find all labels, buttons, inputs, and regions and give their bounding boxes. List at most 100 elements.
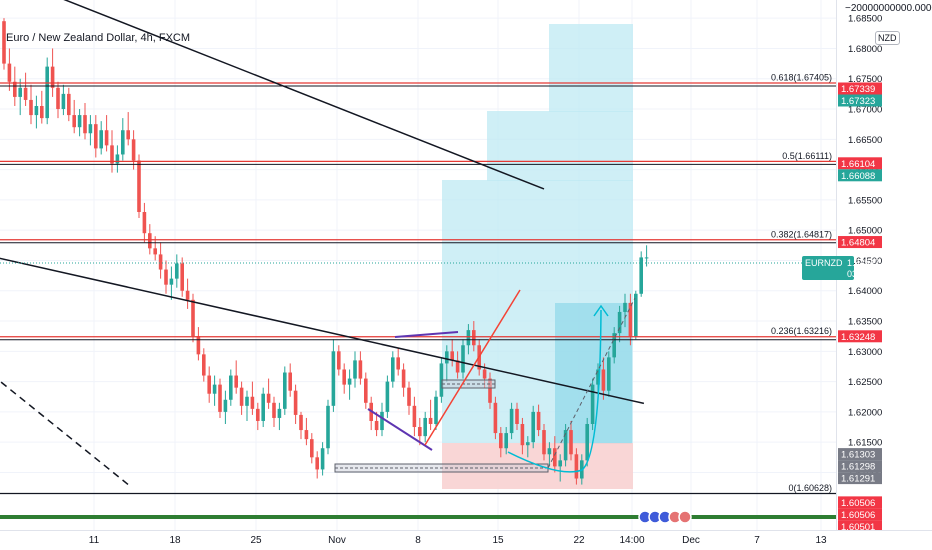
- candle-body: [428, 417, 433, 424]
- price-axis[interactable]: 1.68500 1.68000 1.67500 1.67000 1.66500 1.660…: [802, 0, 932, 545]
- candle-body: [358, 360, 363, 379]
- candle-body: [412, 405, 417, 428]
- currency-badge[interactable]: NZD: [875, 31, 900, 45]
- candle-body: [202, 354, 206, 376]
- candle-body: [72, 115, 76, 128]
- purple-line-2: [394, 331, 459, 338]
- dashed-trendline: [0, 380, 129, 486]
- candle-body: [50, 66, 55, 88]
- candle-body: [504, 433, 508, 449]
- candle-body: [34, 106, 39, 116]
- candle-body: [461, 345, 465, 373]
- candle-body: [29, 99, 33, 116]
- candle-body: [639, 257, 643, 294]
- candle-body: [13, 81, 17, 97]
- candle-body: [347, 378, 352, 385]
- candle-body: [137, 160, 141, 212]
- candle-body: [293, 390, 298, 415]
- candle-body: [175, 263, 179, 279]
- candle-body: [374, 420, 379, 431]
- candle-body: [434, 396, 438, 424]
- candle-body: [288, 372, 292, 391]
- trendline: [0, 257, 645, 405]
- candle-body: [56, 87, 60, 110]
- x-tick-label: 8: [415, 535, 421, 546]
- candle-body: [407, 387, 411, 406]
- annotations: [0, 262, 836, 473]
- candle-body: [104, 130, 109, 146]
- candle-body: [131, 139, 136, 161]
- x-tick-label: 22: [573, 535, 585, 546]
- candle-body: [445, 351, 449, 364]
- price-tag-box: [838, 157, 882, 170]
- candle-body: [88, 124, 93, 134]
- candle-body: [320, 448, 325, 470]
- fib-label: 0.382(1.64817): [771, 229, 832, 239]
- candle-body: [191, 299, 195, 337]
- candle-body: [277, 408, 282, 418]
- x-tick-label: 14:00: [619, 535, 644, 546]
- candle-body: [45, 66, 49, 119]
- candle-body: [110, 145, 114, 164]
- candle-body: [601, 369, 606, 391]
- candle-body: [67, 93, 71, 116]
- y-tick-label: 1.64000: [848, 286, 882, 297]
- candle-body: [121, 130, 125, 155]
- candle-body: [596, 369, 600, 385]
- candle-body: [83, 115, 87, 134]
- candle-body: [23, 87, 28, 100]
- x-tick-label: 7: [754, 535, 760, 546]
- candle-body: [520, 424, 525, 446]
- x-tick-label: 25: [250, 535, 262, 546]
- fib-label: 0.236(1.63216): [771, 326, 832, 336]
- candle-body: [364, 378, 368, 403]
- candle-body: [326, 405, 330, 449]
- candle-body: [185, 290, 190, 300]
- x-tick-label: Dec: [682, 535, 700, 546]
- price-tag-label: 1.61303: [841, 450, 875, 461]
- long-position-zone-3: [549, 24, 633, 112]
- candle-body: [126, 130, 130, 140]
- candle-body: [207, 375, 211, 394]
- purple-line-1: [367, 408, 433, 451]
- candle-body: [304, 430, 309, 440]
- bottom-band: [0, 510, 836, 524]
- candle-body: [169, 278, 174, 285]
- candle-body: [266, 393, 271, 403]
- y-tick-label: 1.63500: [848, 317, 882, 328]
- candle-body: [499, 433, 503, 449]
- price-tag-box: [838, 330, 882, 343]
- candle-body: [229, 375, 233, 400]
- fib-levels: 0.618(1.67405) 0.5(1.66111) 0.382(1.64817)…: [0, 72, 836, 495]
- price-tag-label: 1.64804: [841, 238, 875, 249]
- candle-body: [607, 357, 611, 391]
- candle-body: [7, 63, 12, 82]
- candle-body: [439, 363, 444, 397]
- candle-body: [331, 351, 336, 406]
- price-tag-label: 1.61291: [841, 474, 875, 485]
- price-tag-label: 1.67339: [841, 84, 875, 95]
- candle-body: [488, 378, 492, 403]
- fib-label: 0.618(1.67405): [771, 72, 832, 82]
- projection-arrow-head: [593, 304, 609, 317]
- price-tag-label: 1.60506: [841, 498, 875, 509]
- trendline: [63, 0, 545, 190]
- price-tag-box: [838, 496, 882, 509]
- candle-body: [536, 411, 541, 431]
- y-tick-label: 1.68500: [848, 14, 882, 25]
- event-marker-5: [678, 510, 692, 524]
- y-tick-label: 1.62500: [848, 377, 882, 388]
- candle-body: [148, 233, 152, 249]
- price-tag-label: 1.66104: [841, 159, 875, 170]
- candle-body: [164, 269, 168, 285]
- candle-body: [558, 460, 562, 467]
- candle-body: [272, 402, 276, 418]
- candle-body: [299, 414, 303, 431]
- time-axis[interactable]: 11 18 25 Nov 8 15 22 14:00 Dec 7 13: [0, 530, 932, 550]
- x-tick-label: 15: [492, 535, 504, 546]
- price-tag-box: [838, 82, 882, 95]
- candle-body: [223, 399, 228, 412]
- candle-body: [342, 369, 346, 385]
